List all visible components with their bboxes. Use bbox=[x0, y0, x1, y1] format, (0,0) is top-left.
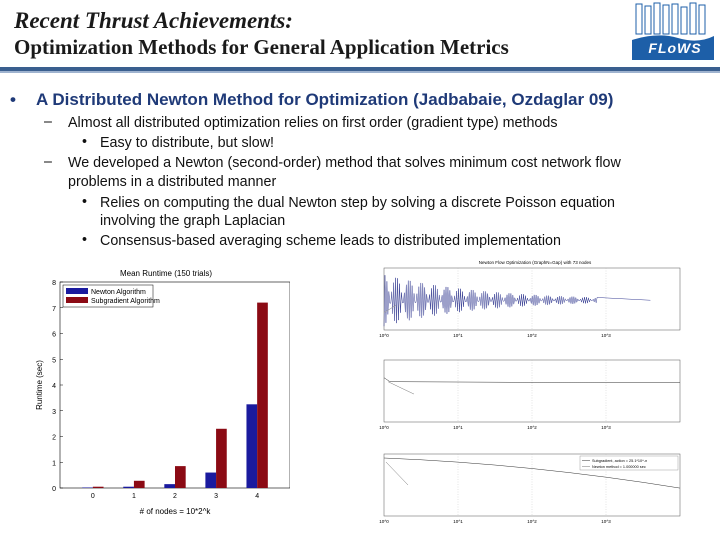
y-tick-label: 8 bbox=[52, 280, 56, 287]
dash-1: – bbox=[44, 114, 52, 130]
x-tick-label: 10^0 bbox=[379, 425, 389, 430]
bar-subgradient-4 bbox=[257, 302, 268, 488]
logo-text: FLoWS bbox=[648, 40, 702, 56]
flows-logo bbox=[632, 2, 714, 60]
x-tick-label: 10^2 bbox=[527, 519, 537, 524]
convergence-panel-2: 10^0 10^1 10^2 10^3 bbox=[379, 359, 681, 430]
y-tick-label: 1 bbox=[52, 460, 56, 467]
sub-bullet-2-line-2: problems in a distributed manner bbox=[68, 174, 277, 190]
x-tick-label: 10^0 bbox=[379, 519, 389, 524]
title-line-1: Recent Thrust Achievements: bbox=[14, 8, 293, 33]
slide-title: Recent Thrust Achievements: Optimization… bbox=[14, 8, 614, 60]
y-tick-label: 3 bbox=[52, 409, 56, 416]
x-tick-label: 10^1 bbox=[453, 333, 463, 338]
legend-swatch bbox=[66, 297, 88, 303]
x-tick-label: 10^1 bbox=[453, 519, 463, 524]
x-tick-label: 3 bbox=[214, 493, 218, 500]
main-bullet-text: A Distributed Newton Method for Optimiza… bbox=[36, 90, 614, 109]
bar-subgradient-1 bbox=[133, 480, 145, 488]
convergence-panel-3: 10^0 10^1 10^2 10^3 Subgradient, action = 25… bbox=[379, 453, 681, 524]
legend-swatch bbox=[66, 288, 88, 294]
convergence-panel-1: 10^0 10^1 10^2 10^3 bbox=[379, 267, 681, 338]
title-line-2: Optimization Methods for General Applica… bbox=[14, 35, 509, 59]
sub-bullet-2-1-line-2: involving the graph Laplacian bbox=[100, 213, 286, 229]
newton-convergence-plots: Newton Flow Optimization (GraphN=Gap) wi… bbox=[379, 260, 681, 524]
sub-bullet-2-1-line-1: Relies on computing the dual Newton step… bbox=[100, 195, 615, 211]
y-tick-label: 4 bbox=[52, 383, 56, 390]
sub-bullet-1-1: Easy to distribute, but slow! bbox=[100, 135, 275, 151]
legend-label: Subgradient Algorithm bbox=[91, 298, 160, 305]
bullet-1-1-symbol: • bbox=[82, 134, 88, 150]
panel-1-series bbox=[383, 275, 651, 327]
x-tick-label: 10^2 bbox=[527, 425, 537, 430]
bar-subgradient-3 bbox=[216, 428, 227, 488]
x-tick-label: 0 bbox=[91, 493, 95, 500]
x-tick-label: 10^1 bbox=[453, 425, 463, 430]
legend-label: Newton method = 1.000000 sec bbox=[592, 465, 646, 469]
x-tick-label: 10^3 bbox=[601, 333, 611, 338]
panel-2-series bbox=[383, 377, 680, 383]
y-tick-label: 6 bbox=[52, 332, 56, 339]
bar-newton-2 bbox=[164, 484, 175, 488]
x-tick-label: 10^0 bbox=[379, 333, 389, 338]
x-tick-label: 2 bbox=[173, 493, 177, 500]
bullet-2-2-symbol: • bbox=[82, 232, 88, 248]
x-tick-label: 10^3 bbox=[601, 425, 611, 430]
legend-label: Subgradient, action = 25.1*10^-n bbox=[592, 459, 647, 463]
bullet-2-1-symbol: • bbox=[82, 194, 88, 210]
runtime-bar-chart: Mean Runtime (150 trials) 0 1 2 3 4 5 6 7 8 0 1 2 3… bbox=[35, 269, 290, 516]
bar-subgradient-0 bbox=[92, 486, 104, 488]
bar-newton-3 bbox=[205, 472, 217, 488]
panel-3-newton-series bbox=[385, 461, 409, 486]
x-tick-label: 4 bbox=[255, 493, 259, 500]
bar-newton-1 bbox=[123, 486, 134, 488]
dash-2: – bbox=[44, 154, 52, 170]
title-rule bbox=[0, 67, 720, 71]
bar-newton-4 bbox=[246, 404, 258, 488]
y-tick-label: 7 bbox=[52, 306, 56, 313]
x-axis-label: # of nodes = 10*2^k bbox=[140, 507, 212, 516]
sub-bullet-2-2: Consensus-based averaging scheme leads t… bbox=[100, 233, 561, 249]
chart-title: Mean Runtime (150 trials) bbox=[120, 269, 212, 278]
convergence-chart-title: Newton Flow Optimization (GraphN=Gap) wi… bbox=[479, 260, 592, 265]
panel-1-newton-series bbox=[383, 304, 397, 313]
bullet-symbol: • bbox=[10, 90, 16, 109]
sub-bullet-2-line-1: We developed a Newton (second-order) met… bbox=[68, 155, 621, 171]
y-tick-label: 0 bbox=[52, 486, 56, 493]
panel-3-legend bbox=[579, 455, 679, 471]
legend-label: Newton Algorithm bbox=[91, 289, 146, 296]
panel-3-subgradient-series bbox=[383, 457, 681, 489]
bar-newton-0 bbox=[82, 487, 93, 488]
panel-2-newton-series bbox=[387, 381, 415, 395]
sub-bullet-1: Almost all distributed optimization reli… bbox=[68, 115, 558, 131]
bar-subgradient-2 bbox=[175, 466, 186, 488]
x-tick-label: 10^2 bbox=[527, 333, 537, 338]
title-rule-shadow bbox=[0, 71, 720, 73]
y-axis-label: Runtime (sec) bbox=[35, 360, 44, 410]
y-tick-label: 5 bbox=[52, 357, 56, 364]
x-tick-label: 10^3 bbox=[601, 519, 611, 524]
x-tick-label: 1 bbox=[132, 493, 136, 500]
y-tick-label: 2 bbox=[52, 435, 56, 442]
